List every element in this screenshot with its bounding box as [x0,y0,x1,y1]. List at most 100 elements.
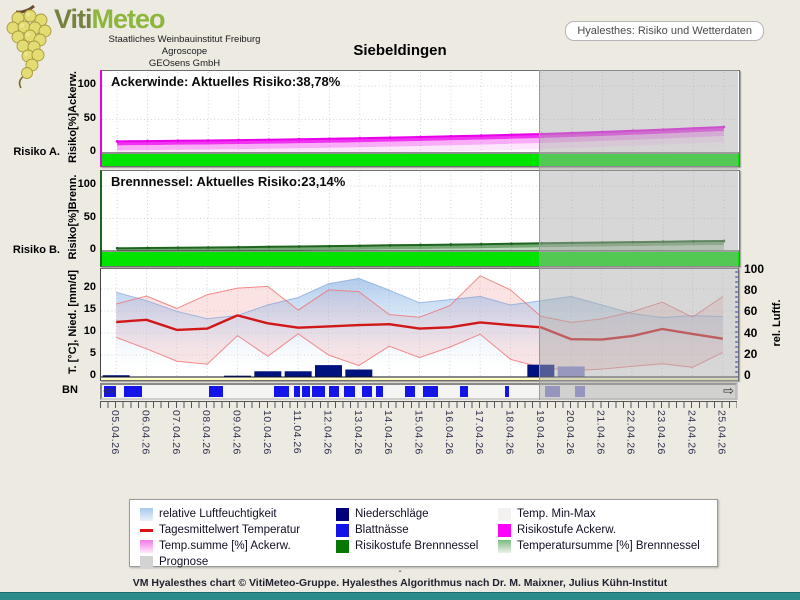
date-label: 14.04.26 [382,410,395,455]
legend: relative Luftfeuchtigkeit Tagesmittelwert… [129,499,718,570]
date-label: 05.04.26 [109,410,122,455]
legend-item: relative Luftfeuchtigkeit [140,506,336,522]
legend-column: Temp. Min-Max Risikostufe Ackerw. Temperat… [498,506,717,570]
y-tick-label: 100 [744,262,765,276]
date-label: 12.04.26 [321,410,334,455]
y-tick-label: 20 [83,281,96,293]
legend-item: Temp.summe [%] Ackerw. [140,538,336,554]
leaf-wetness-segment [124,386,143,397]
leaf-wetness-segment [293,386,301,397]
footer-credit: VM Hyalesthes chart © VitiMeteo-Gruppe. … [132,577,668,589]
y-tick-label: 0 [744,368,751,382]
legend-label: relative Luftfeuchtigkeit [159,508,277,520]
legend-item: Prognose [140,554,336,570]
ackerwinde-panel-title: Ackerwinde: Aktuelles Risiko:38,78% [111,74,341,89]
logo-subtitle-2: Agroscope [161,46,208,57]
leaf-wetness-segment [505,386,509,397]
legend-item: Risikostufe Ackerw. [498,522,717,538]
y-tick-label: 100 [77,78,96,90]
y-tick-label: 40 [744,325,758,340]
leaf-wetness-segment [312,386,325,397]
legend-swatch-icon [140,555,153,569]
legend-label: Temp.summe [%] Ackerw. [159,540,291,552]
legend-swatch-icon [140,507,153,521]
leaf-wetness-segment [302,386,311,397]
legend-label: Temperatursumme [%] Brennnessel [517,540,700,552]
logo-subtitle-1: Staatliches Weinbauinstitut Freiburg [108,34,261,45]
legend-item: Tagesmittelwert Temperatur [140,522,336,538]
leaf-wetness-segment [574,386,585,397]
y-tick-label: 60 [744,304,758,319]
date-label: 22.04.26 [624,410,637,455]
date-label: 20.04.26 [564,410,577,455]
date-label: 08.04.26 [200,410,213,455]
ackerwinde-risk-panel: Ackerwinde: Aktuelles Risiko:38,78% [100,70,740,167]
y-tick-label: 0 [89,145,96,157]
date-label: 24.04.26 [685,410,698,455]
date-label: 15.04.26 [412,410,425,455]
legend-swatch-icon [498,507,511,521]
logo-word-meteo: Meteo [91,4,166,34]
date-label: 17.04.26 [473,410,486,455]
y-tick-label: 15 [83,303,96,315]
date-label: 16.04.26 [442,410,455,455]
scroll-right-arrow-icon[interactable]: ⇨ [723,384,734,399]
brennnessel-y-axis-label: Risiko[%]Brenn. [67,174,79,260]
date-label: 13.04.26 [351,410,364,455]
mode-button[interactable]: Hyalesthes: Risiko und Wetterdaten [565,21,764,41]
brennnessel-panel-title: Brennnessel: Aktuelles Risiko:23,14% [111,174,346,189]
legend-label: Niederschläge [355,508,429,520]
legend-item: Niederschläge [336,506,498,522]
logo-subtitle-lines: Staatliches Weinbauinstitut Freiburg Agr… [52,34,317,70]
leaf-wetness-segment [405,386,415,397]
humidity-y-axis-label: rel. Luftf. [771,299,783,347]
vitimeteo-logo: VitiMeteo Staatliches Weinbauinstitut Fr… [2,2,332,89]
leaf-wetness-segment [544,386,560,397]
logo-word-viti: Viti [54,4,93,34]
y-tick-label: 80 [744,283,758,298]
leaf-wetness-segment [103,386,116,397]
y-tick-label: 0 [89,369,96,381]
legend-swatch-icon [336,507,349,521]
footer-dash: - [398,566,402,577]
x-axis-date-labels: 05.04.26 06.04.26 07.04.26 08.04.26 09.04.26… [100,410,737,488]
logo-subtitle-3: GEOsens GmbH [148,58,221,69]
weather-chart-canvas [101,270,738,380]
legend-item: Risikostufe Brennnessel [336,538,498,554]
leaf-wetness-strip: ⇦ ⇨ [100,383,737,400]
y-tick-label: 5 [89,347,96,359]
legend-column: relative Luftfeuchtigkeit Tagesmittelwert… [140,506,336,570]
leaf-wetness-segment [375,386,383,397]
legend-label: Blattnässe [355,524,409,536]
leaf-wetness-segment [423,386,438,397]
leaf-wetness-segment [328,386,339,397]
legend-label: Tagesmittelwert Temperatur [159,524,301,536]
leaf-wetness-segment [460,386,469,397]
legend-label: Temp. Min-Max [517,508,596,520]
legend-label: Prognose [159,556,209,568]
leaf-wetness-segment [361,386,373,397]
y-tick-label: 10 [83,325,96,337]
legend-swatch-icon [498,539,511,553]
legend-swatch-icon [498,523,511,537]
page-title: Siebeldingen [353,42,447,59]
weather-y-axis-label: T. [°C], Nied. [mm/d] [67,269,79,375]
date-label: 19.04.26 [533,410,546,455]
date-label: 18.04.26 [503,410,516,455]
bottom-accent-bar [0,592,800,600]
brennnessel-risk-panel: Brennnessel: Aktuelles Risiko:23,14% [100,170,740,267]
date-label: 10.04.26 [260,410,273,455]
x-axis-ruler [100,401,737,408]
leaf-wetness-segment [209,386,223,397]
date-label: 25.04.26 [715,410,728,455]
date-label: 21.04.26 [594,410,607,455]
leaf-wetness-segment [344,386,355,397]
leaf-wetness-axis-label: BN [62,384,78,396]
legend-item: Temperatursumme [%] Brennnessel [498,538,717,554]
y-tick-label: 20 [744,346,758,361]
date-label: 06.04.26 [139,410,152,455]
risk-band-b-label: Risiko B. [12,244,60,256]
risk-band-a-label: Risiko A. [13,146,60,158]
scroll-left-arrow-icon[interactable]: ⇦ [103,384,114,399]
